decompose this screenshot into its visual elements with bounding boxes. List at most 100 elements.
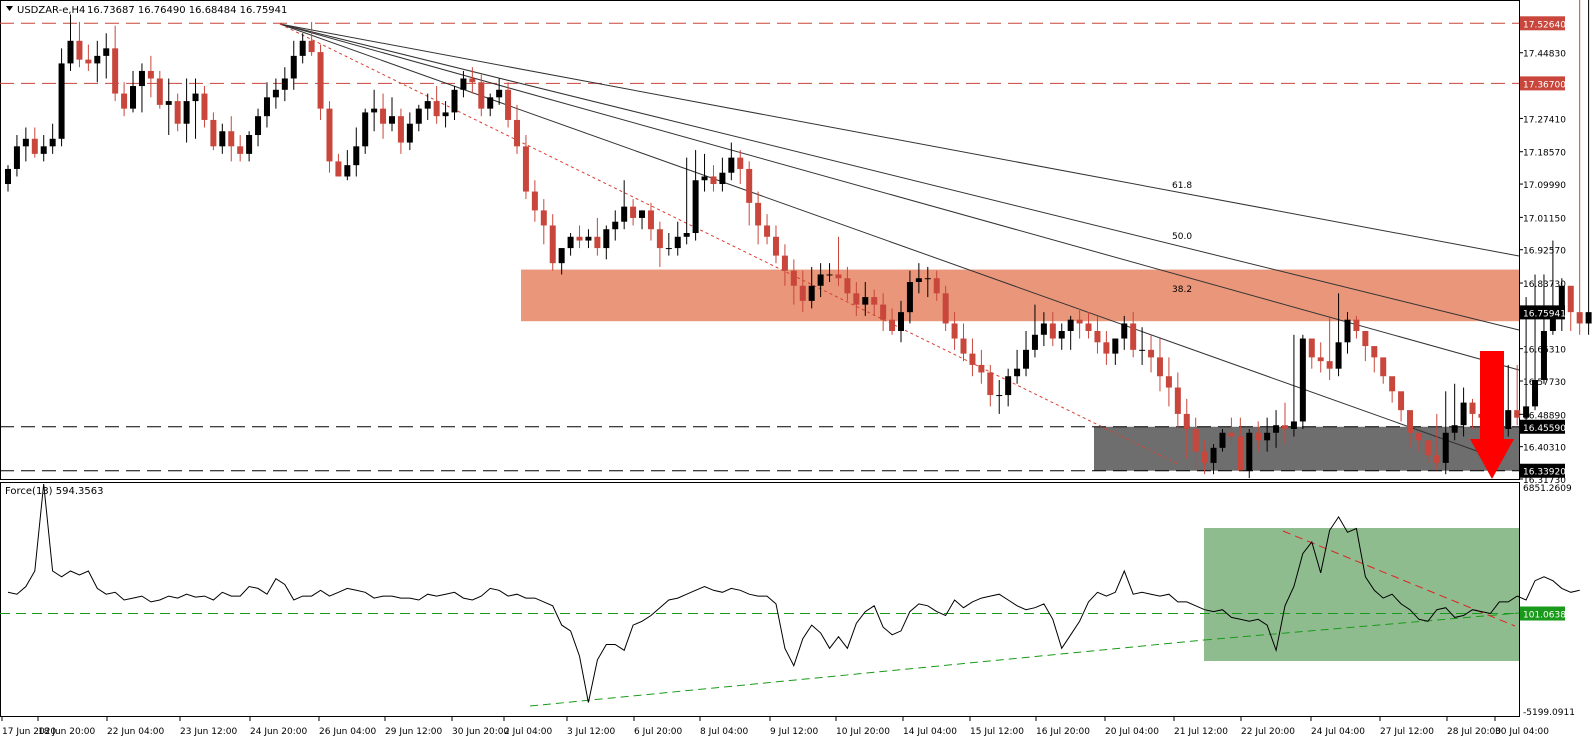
candle	[737, 150, 744, 185]
x-tick-label: 28 Jul 20:00	[1447, 727, 1501, 737]
y-tick-label: 16.48890	[1523, 411, 1566, 421]
candle	[406, 112, 413, 151]
level-price-label: 16.45590	[1523, 424, 1566, 434]
candle	[487, 93, 494, 117]
candle	[799, 270, 806, 313]
candles-layer	[5, 0, 1592, 478]
candle	[31, 127, 38, 158]
candle	[22, 127, 29, 162]
candle	[1121, 315, 1128, 350]
level-price-box	[1520, 76, 1565, 91]
y-tick-label: 17.44830	[1523, 50, 1566, 60]
candle	[424, 93, 431, 120]
candle	[85, 44, 92, 71]
x-tick-label: 10 Jul 20:00	[836, 727, 890, 737]
zones-layer	[521, 269, 1519, 661]
y-tick-label: 16.57730	[1523, 378, 1566, 388]
candle	[630, 199, 637, 226]
x-tick-label: 17 Jun 2020	[2, 727, 56, 737]
candle	[1183, 398, 1190, 460]
candle	[817, 263, 824, 298]
force-level-box	[1520, 606, 1565, 621]
candle	[1558, 278, 1565, 331]
candle	[353, 127, 360, 177]
candle	[210, 112, 217, 151]
candle	[505, 82, 512, 128]
candle	[1469, 398, 1476, 429]
candle	[656, 221, 663, 267]
candle	[808, 266, 815, 309]
current-price-label: 16.75941	[1523, 309, 1566, 319]
candle	[978, 349, 985, 384]
candle	[130, 70, 137, 113]
candle	[1174, 372, 1181, 429]
force-green-trendline-2	[1203, 612, 1520, 641]
candle	[514, 104, 521, 154]
candle	[219, 123, 226, 154]
candle	[1201, 440, 1208, 475]
chart-header: USDZAR-e,H4 16.73687 16.76490 16.68484 1…	[5, 5, 287, 497]
candle	[433, 86, 440, 124]
x-tick-label: 21 Jul 12:00	[1174, 727, 1228, 737]
force-green-trendline	[529, 639, 1205, 707]
candle	[237, 135, 244, 162]
candle	[1076, 308, 1083, 339]
candle	[1532, 274, 1539, 411]
candle	[388, 97, 395, 132]
candle	[1112, 338, 1119, 365]
candle	[924, 266, 931, 298]
y-tick-label: 17.01150	[1523, 214, 1566, 224]
candle	[933, 270, 940, 301]
candle	[764, 214, 771, 245]
candle	[1398, 391, 1405, 422]
candle	[960, 323, 967, 362]
candle	[1130, 312, 1137, 358]
y-tick-label: 16.31730	[1523, 476, 1566, 486]
y-tick-label: 17.18570	[1523, 149, 1566, 159]
resistance-zone	[521, 269, 1519, 322]
candle	[103, 33, 110, 79]
candle	[281, 67, 288, 102]
candle	[665, 233, 672, 256]
x-tick-label: 3 Jul 12:00	[567, 727, 616, 737]
candle	[1362, 330, 1369, 362]
level-price-label: 17.52640	[1523, 20, 1566, 30]
candle	[478, 74, 485, 117]
candle	[522, 135, 529, 200]
candle	[1255, 421, 1262, 452]
candle	[1576, 0, 1583, 335]
candle	[1005, 368, 1012, 407]
candle	[969, 338, 976, 377]
candle	[987, 364, 994, 407]
support-zone	[1094, 426, 1519, 471]
candle	[1228, 417, 1235, 445]
candle	[1424, 440, 1431, 463]
y-tick-label: 16.92570	[1523, 247, 1566, 257]
candle	[165, 78, 172, 136]
candle	[594, 217, 601, 256]
candle	[781, 244, 788, 286]
candle	[1273, 410, 1280, 448]
candle	[138, 63, 145, 113]
candle	[719, 157, 726, 192]
candle	[1031, 304, 1038, 358]
candle	[853, 282, 860, 316]
candle	[49, 123, 56, 154]
candle	[639, 210, 646, 230]
red-trendline	[279, 23, 1179, 465]
fib-50.0-line	[279, 23, 1520, 331]
x-tick-label: 27 Jul 12:00	[1380, 727, 1434, 737]
candle	[1148, 334, 1155, 373]
candle	[674, 221, 681, 256]
candle	[1067, 315, 1074, 350]
collapse-triangle-icon[interactable]	[6, 6, 13, 11]
candle	[290, 40, 297, 90]
x-tick-label: 22 Jun 04:00	[107, 727, 164, 737]
y-tick-label: 17.09990	[1523, 181, 1566, 191]
x-tick-label: 2 Jul 04:00	[504, 727, 553, 737]
candle	[317, 44, 324, 120]
candle	[1415, 432, 1422, 452]
current-price-box	[1520, 305, 1565, 320]
candle	[1023, 330, 1030, 377]
candle	[746, 161, 753, 226]
